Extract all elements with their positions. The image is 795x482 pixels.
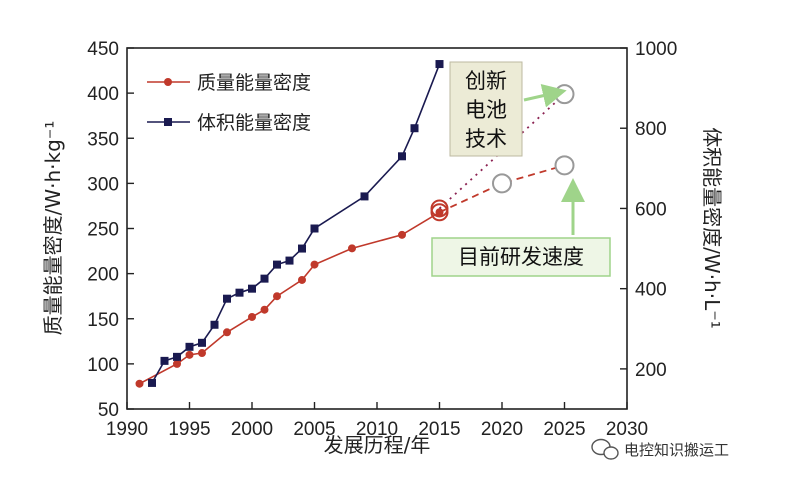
projection-point: [492, 173, 512, 194]
watermark-text: 电控知识搬运工: [624, 441, 729, 459]
data-point-volume: [185, 342, 194, 351]
data-point-mass: [298, 275, 306, 284]
projection-point: [554, 155, 575, 176]
data-point-mass: [185, 350, 194, 359]
innovation-line-1: 创新: [465, 69, 507, 93]
axis-ticks: [126, 47, 628, 410]
data-point-mass: [223, 328, 231, 337]
data-point-volume: [410, 124, 419, 133]
y-right-tick-label: 600: [635, 199, 667, 220]
current-rate-annotation: 目前研发速度: [431, 178, 611, 277]
data-point-volume: [310, 224, 319, 233]
data-point-volume: [210, 320, 219, 329]
data-point-mass: [398, 230, 406, 239]
tick-labels: 1990 1995 2000 2005 2010 2015 2020 2025 2030 50 10…: [87, 39, 677, 440]
data-point-mass: [173, 359, 181, 368]
innovation-arrow: [523, 83, 567, 108]
data-point-mass: [310, 260, 319, 269]
innovation-line-2: 电池: [465, 98, 507, 122]
x-axis-title: 发展历程/年: [324, 433, 431, 457]
y-left-tick-label: 200: [87, 265, 119, 286]
y-left-tick-label: 50: [98, 400, 119, 421]
x-tick-label: 2010: [356, 419, 398, 440]
y-left-tick-label: 350: [87, 129, 119, 150]
y-right-tick-label: 200: [635, 360, 667, 381]
y-left-tick-label: 400: [87, 84, 119, 105]
y-left-tick-label: 150: [87, 310, 119, 331]
data-point-volume: [248, 284, 256, 293]
data-point-volume: [260, 274, 269, 283]
legend-label-mass: 质量能量密度: [197, 72, 311, 94]
data-point-volume: [398, 152, 406, 161]
data-point-volume: [285, 256, 294, 265]
legend-marker-mass: [164, 78, 172, 86]
data-point-volume: [360, 192, 369, 201]
x-tick-label: 1995: [168, 419, 210, 440]
data-point-mass: [273, 292, 281, 301]
legend-label-volume: 体积能量密度: [197, 112, 311, 134]
y-right-tick-label: 800: [635, 119, 667, 140]
projection-layer: [430, 84, 575, 222]
x-tick-label: 2030: [606, 419, 648, 440]
projection-line: [439, 164, 565, 214]
x-tick-label: 2005: [293, 419, 335, 440]
y-left-tick-label: 250: [87, 220, 119, 241]
current-rate-label: 目前研发速度: [458, 245, 584, 269]
watermark: 电控知识搬运工: [591, 438, 729, 460]
data-point-volume: [273, 260, 281, 269]
x-tick-label: 2020: [481, 419, 523, 440]
data-point-volume: [435, 60, 444, 69]
data-point-volume: [235, 288, 244, 297]
y-right-tick-label: 400: [635, 280, 667, 301]
data-point-mass: [135, 379, 144, 388]
innovation-annotation: 创新 电池 技术: [449, 61, 567, 157]
data-point-volume: [298, 244, 306, 253]
projection-point: [430, 199, 449, 218]
data-point-mass: [260, 305, 269, 314]
series-line-mass: [139, 211, 440, 385]
data-point-mass: [348, 244, 356, 253]
y-left-tick-label: 450: [87, 39, 119, 60]
x-tick-label: 2000: [231, 419, 273, 440]
y-right-tick-label: 1000: [635, 39, 677, 60]
x-tick-label: 1990: [106, 419, 148, 440]
y-axis-left-title: 质量能量密度/W·h·kg⁻¹: [41, 121, 65, 336]
innovation-line-3: 技术: [465, 127, 507, 151]
projection-point: [554, 84, 575, 105]
x-tick-label: 2025: [543, 419, 585, 440]
data-point-volume: [198, 338, 206, 347]
y-left-tick-label: 300: [87, 174, 119, 195]
data-point-volume: [160, 356, 169, 365]
wechat-icon: [591, 438, 619, 460]
data-point-volume: [173, 352, 181, 361]
data-point-volume: [223, 294, 231, 303]
y-axis-right-title: 体积能量密度/W·h·L⁻¹: [700, 127, 724, 329]
y-left-tick-label: 100: [87, 355, 119, 376]
data-point-mass: [248, 312, 256, 321]
legend: 质量能量密度 体积能量密度: [147, 72, 311, 134]
legend-marker-volume: [164, 118, 172, 126]
x-tick-label: 2015: [418, 419, 460, 440]
data-point-volume: [148, 378, 156, 387]
data-point-mass: [198, 349, 206, 358]
series-layer: [135, 60, 444, 388]
